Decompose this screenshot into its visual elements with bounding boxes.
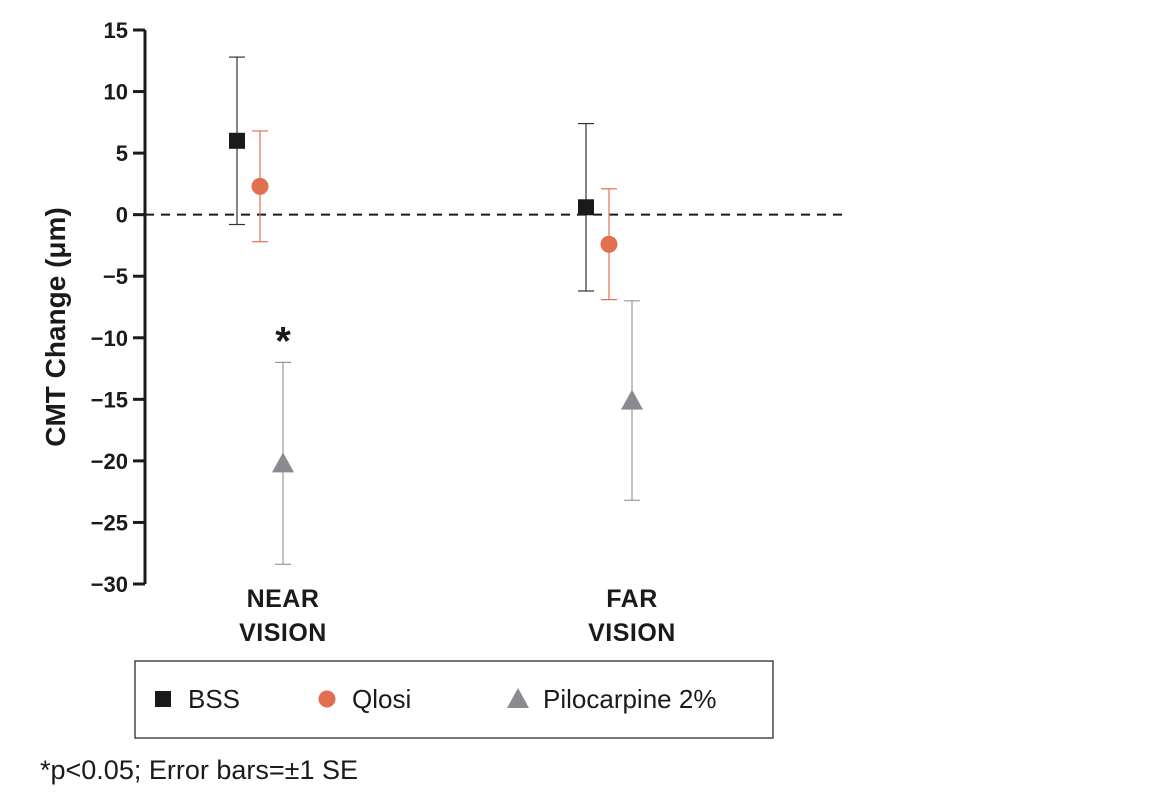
data-point [621,389,643,410]
data-point [578,199,594,216]
y-tick-label: −20 [91,449,128,474]
category-label: NEAR [247,585,320,613]
y-tick-label: −25 [91,510,128,535]
y-tick-label: −15 [91,387,128,412]
y-tick-label: −10 [91,326,128,351]
axis-labels: 15 10 5 0 −5 −10 −15 −20 −25 −30 CMT Change (μm) NE… [40,18,676,785]
legend-marker [155,691,171,707]
legend-box [134,660,774,739]
data-point [272,452,294,473]
y-tick-label: 10 [104,80,128,105]
data-point [600,235,618,253]
y-axis-label: CMT Change (μm) [40,207,71,447]
data-marks [229,56,643,565]
legend-marker [507,688,529,709]
y-tick-label: 5 [116,141,128,166]
y-tick-label: 0 [116,203,128,228]
y-tick-label: −5 [103,264,128,289]
footnote: *p<0.05; Error bars=±1 SE [40,755,358,785]
data-point [251,177,269,195]
y-tick-label: −30 [91,572,128,597]
axes [133,28,147,586]
legend: BSS Qlosi Pilocarpine 2% [134,660,774,739]
legend-label: Qlosi [352,684,411,714]
significance-marker: * [275,319,291,363]
y-tick-label: 15 [104,18,128,43]
legend-label: BSS [188,684,240,714]
data-point [229,132,245,149]
legend-label: Pilocarpine 2% [543,684,716,714]
category-label: VISION [239,619,327,647]
category-label: FAR [606,585,658,613]
legend-marker [318,690,336,708]
category-label: VISION [588,619,676,647]
